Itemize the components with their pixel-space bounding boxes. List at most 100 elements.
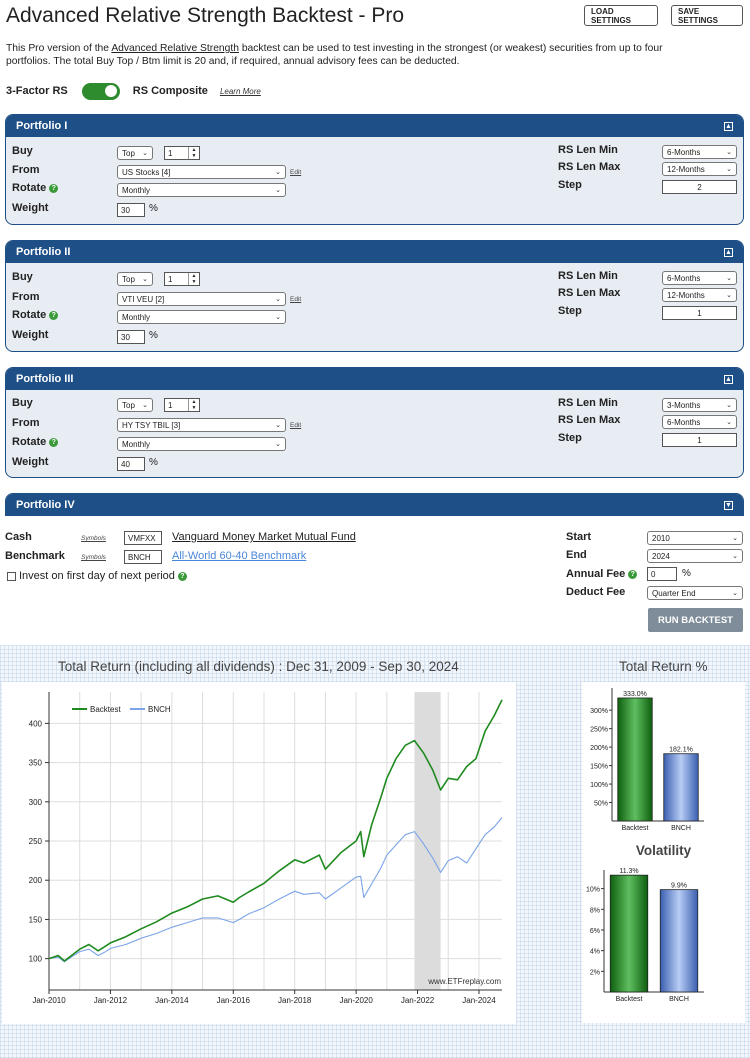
series-line-backtest — [48, 699, 503, 962]
weight-input[interactable]: 30 — [117, 203, 145, 217]
step-input[interactable]: 1 — [662, 433, 737, 447]
portfolio-4-header[interactable]: Portfolio IV ▼ — [6, 494, 743, 515]
buy-count-stepper[interactable]: 1 ▲ ▼ — [164, 398, 200, 412]
total-return-chart-title: Total Return (including all dividends) :… — [58, 659, 459, 674]
from-label: From — [12, 291, 40, 303]
chevron-down-icon: ⌄ — [726, 292, 732, 299]
chevron-down-icon: ⌄ — [275, 422, 281, 429]
portfolio-1-panel: Portfolio I ▲ Buy Top ⌄ 1 ▲ ▼ From US Stock… — [5, 114, 744, 225]
step-input[interactable]: 2 — [662, 180, 737, 194]
cash-label: Cash — [5, 531, 32, 543]
chevron-down-icon: ⌄ — [726, 166, 732, 173]
y-tick-label: 50% — [594, 801, 608, 808]
page-title: Advanced Relative Strength Backtest - Pr… — [6, 4, 405, 27]
weight-input[interactable]: 30 — [117, 330, 145, 344]
buy-count-stepper[interactable]: 1 ▲ ▼ — [164, 146, 200, 160]
y-tick-label: 150% — [590, 764, 608, 771]
step-input[interactable]: 1 — [662, 306, 737, 320]
expand-icon[interactable]: ▼ — [724, 500, 733, 510]
rs-len-min-select[interactable]: 3-Months ⌄ — [662, 398, 737, 412]
chevron-down-icon: ⌄ — [732, 553, 738, 560]
buy-mode-select[interactable]: Top ⌄ — [117, 146, 153, 160]
buy-mode-select[interactable]: Top ⌄ — [117, 272, 153, 286]
total-return-chart: 100 150 200 250 300 350 400 Jan-2010 Jan-2012 Jan… — [2, 682, 516, 1024]
rs-len-max-label: RS Len Max — [558, 414, 621, 426]
weight-input[interactable]: 40 — [117, 457, 145, 471]
rotate-select[interactable]: Monthly ⌄ — [117, 310, 286, 324]
rotate-label: Rotate? — [12, 309, 59, 321]
y-tick-label: 10% — [586, 887, 600, 894]
general-settings: Cash Symbols VMFXX Vanguard Money Market… — [0, 528, 750, 638]
from-select[interactable]: US Stocks [4] ⌄ — [117, 165, 286, 179]
rs-mode-toggle[interactable] — [81, 82, 120, 100]
rs-len-max-select[interactable]: 12-Months ⌄ — [662, 288, 737, 302]
buy-label: Buy — [12, 145, 33, 157]
spinner-icon[interactable]: ▲ ▼ — [188, 273, 199, 285]
portfolio-3-header[interactable]: Portfolio III ▲ — [6, 368, 743, 390]
chevron-down-icon: ⌄ — [726, 419, 732, 426]
cash-fund-link[interactable]: Vanguard Money Market Mutual Fund — [172, 531, 356, 543]
end-select[interactable]: 2024 ⌄ — [647, 549, 743, 563]
annual-fee-input[interactable]: 0 — [647, 567, 677, 581]
bar-value-label: 333.0% — [623, 691, 647, 698]
rotate-select[interactable]: Monthly ⌄ — [117, 183, 286, 197]
portfolio-4-title: Portfolio IV — [16, 499, 75, 511]
rs-len-min-select[interactable]: 6-Months ⌄ — [662, 271, 737, 285]
x-tick-label: Jan-2016 — [217, 996, 251, 1005]
edit-link[interactable]: Edit — [290, 169, 302, 176]
rs-len-max-value: 12-Months — [667, 164, 705, 174]
rs-len-min-value: 6-Months — [667, 273, 701, 283]
rotate-select[interactable]: Monthly ⌄ — [117, 437, 286, 451]
collapse-icon[interactable]: ▲ — [724, 247, 733, 257]
x-tick-label: Jan-2012 — [94, 996, 128, 1005]
collapse-icon[interactable]: ▲ — [724, 121, 733, 131]
spinner-icon[interactable]: ▲ ▼ — [188, 399, 199, 411]
from-select[interactable]: VTI VEU [2] ⌄ — [117, 292, 286, 306]
help-icon[interactable]: ? — [49, 437, 59, 447]
deduct-fee-select[interactable]: Quarter End ⌄ — [647, 586, 743, 600]
bar-bnch — [659, 889, 699, 993]
save-settings-button[interactable]: SAVE SETTINGS — [671, 5, 743, 26]
intro-part: This Pro version of the — [6, 43, 112, 54]
benchmark-symbols-link[interactable]: Symbols — [81, 554, 106, 561]
invest-next-period-checkbox[interactable] — [7, 571, 16, 581]
collapse-icon[interactable]: ▲ — [724, 374, 733, 384]
edit-link[interactable]: Edit — [290, 296, 302, 303]
benchmark-ticker-input[interactable]: BNCH — [124, 550, 162, 564]
start-select[interactable]: 2010 ⌄ — [647, 531, 743, 545]
cash-ticker-input[interactable]: VMFXX — [124, 531, 162, 545]
buy-mode-value: Top — [122, 274, 135, 284]
y-tick-label: 350 — [29, 759, 43, 768]
learn-more-link[interactable]: Learn More — [219, 86, 261, 96]
rs-len-min-label: RS Len Min — [558, 144, 618, 156]
volatility-bar-chart: Volatility 2% 4% 6% 8% 10% 11.3% Backtest 9.9% B… — [582, 842, 745, 1023]
chevron-down-icon: ⌄ — [142, 276, 148, 283]
help-icon[interactable]: ? — [628, 569, 638, 579]
help-icon[interactable]: ? — [49, 183, 59, 193]
portfolio-1-header[interactable]: Portfolio I ▲ — [6, 115, 743, 137]
rs-len-max-select[interactable]: 12-Months ⌄ — [662, 162, 737, 176]
y-tick-label: 200% — [590, 745, 608, 752]
load-settings-button[interactable]: LOAD SETTINGS — [584, 5, 658, 26]
y-tick-label: 100 — [29, 955, 43, 964]
portfolio-2-header[interactable]: Portfolio II ▲ — [6, 241, 743, 263]
start-label: Start — [566, 531, 592, 543]
help-icon[interactable]: ? — [49, 310, 59, 320]
bar-chart-svg: 50% 100% 150% 200% 250% 300% 333.0% Backtest 182… — [590, 688, 704, 832]
rs-len-max-select[interactable]: 6-Months ⌄ — [662, 415, 737, 429]
run-backtest-button[interactable]: RUN BACKTEST — [648, 608, 743, 632]
benchmark-label: Benchmark — [5, 550, 65, 562]
cash-symbols-link[interactable]: Symbols — [81, 535, 106, 542]
chevron-down-icon: ⌄ — [275, 314, 281, 321]
buy-count-stepper[interactable]: 1 ▲ ▼ — [164, 272, 200, 286]
buy-mode-select[interactable]: Top ⌄ — [117, 398, 153, 412]
percent-sign: % — [149, 203, 158, 214]
intro-link[interactable]: Advanced Relative Strength — [111, 43, 239, 54]
edit-link[interactable]: Edit — [290, 422, 302, 429]
rs-mode-row: 3-Factor RS RS Composite Learn More — [6, 82, 261, 100]
spinner-icon[interactable]: ▲ ▼ — [188, 147, 199, 159]
from-select[interactable]: HY TSY TBIL [3] ⌄ — [117, 418, 286, 432]
benchmark-link[interactable]: All-World 60-40 Benchmark — [172, 550, 307, 562]
help-icon[interactable]: ? — [177, 571, 187, 581]
rs-len-min-select[interactable]: 6-Months ⌄ — [662, 145, 737, 159]
